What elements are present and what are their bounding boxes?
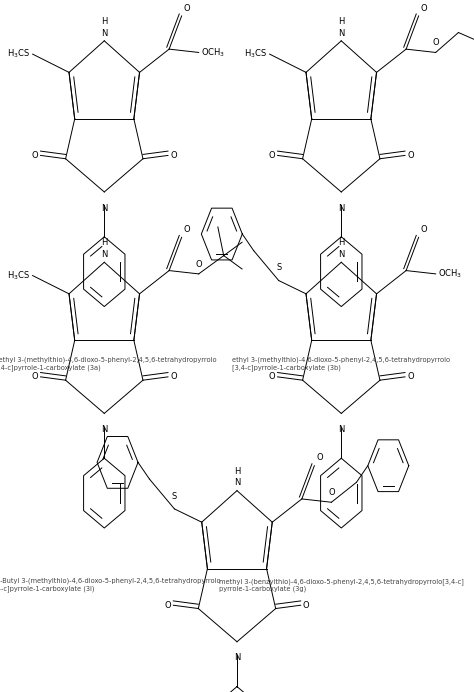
- Text: O: O: [421, 225, 428, 234]
- Text: O: O: [269, 372, 275, 381]
- Text: O: O: [407, 151, 414, 160]
- Text: methyl 3-(benzylthio)-4,6-dioxo-5-phenyl-2,4,5,6-tetrahydropyrrolo[3,4-c]
pyrrol: methyl 3-(benzylthio)-4,6-dioxo-5-phenyl…: [219, 578, 464, 592]
- Text: N: N: [101, 203, 108, 212]
- Text: O: O: [164, 601, 171, 610]
- Text: N: N: [338, 28, 345, 37]
- Text: O: O: [432, 39, 439, 48]
- Text: H: H: [101, 17, 108, 26]
- Text: O: O: [195, 260, 202, 269]
- Text: N: N: [101, 250, 108, 259]
- Text: N: N: [234, 478, 240, 487]
- Text: H$_3$CS: H$_3$CS: [245, 48, 267, 60]
- Text: O: O: [407, 372, 414, 381]
- Text: N: N: [234, 653, 240, 662]
- Text: O: O: [184, 3, 191, 12]
- Text: S: S: [172, 491, 177, 500]
- Text: ethyl 3-(methylthio)-4,6-dioxo-5-phenyl-2,4,5,6-tetrahydropyrrolo
[3,4-c]pyrrole: ethyl 3-(methylthio)-4,6-dioxo-5-phenyl-…: [232, 356, 450, 371]
- Text: tert-Butyl 3-(methylthio)-4,6-dioxo-5-phenyl-2,4,5,6-tetrahydropyrrolo
[3,4-c]py: tert-Butyl 3-(methylthio)-4,6-dioxo-5-ph…: [0, 578, 220, 592]
- Text: O: O: [303, 601, 310, 610]
- Text: N: N: [338, 250, 345, 259]
- Text: H: H: [338, 238, 345, 247]
- Text: O: O: [32, 151, 38, 160]
- Text: O: O: [32, 372, 38, 381]
- Text: O: O: [170, 372, 177, 381]
- Text: N: N: [101, 28, 108, 37]
- Text: H: H: [101, 238, 108, 247]
- Text: N: N: [338, 203, 345, 212]
- Text: O: O: [421, 3, 428, 12]
- Text: O: O: [328, 489, 335, 498]
- Text: O: O: [170, 151, 177, 160]
- Text: H$_3$CS: H$_3$CS: [8, 48, 30, 60]
- Text: O: O: [184, 225, 191, 234]
- Text: O: O: [317, 453, 323, 462]
- Text: H$_3$CS: H$_3$CS: [8, 269, 30, 282]
- Text: H: H: [338, 17, 345, 26]
- Text: O: O: [269, 151, 275, 160]
- Text: N: N: [338, 425, 345, 434]
- Text: OCH$_3$: OCH$_3$: [438, 268, 462, 280]
- Text: methyl 3-(methylthio)-4,6-dioxo-5-phenyl-2,4,5,6-tetrahydropyrrolo
[3,4-c]pyrrol: methyl 3-(methylthio)-4,6-dioxo-5-phenyl…: [0, 356, 217, 371]
- Text: N: N: [101, 425, 108, 434]
- Text: H: H: [234, 466, 240, 475]
- Text: OCH$_3$: OCH$_3$: [201, 46, 225, 59]
- Text: S: S: [276, 263, 282, 272]
